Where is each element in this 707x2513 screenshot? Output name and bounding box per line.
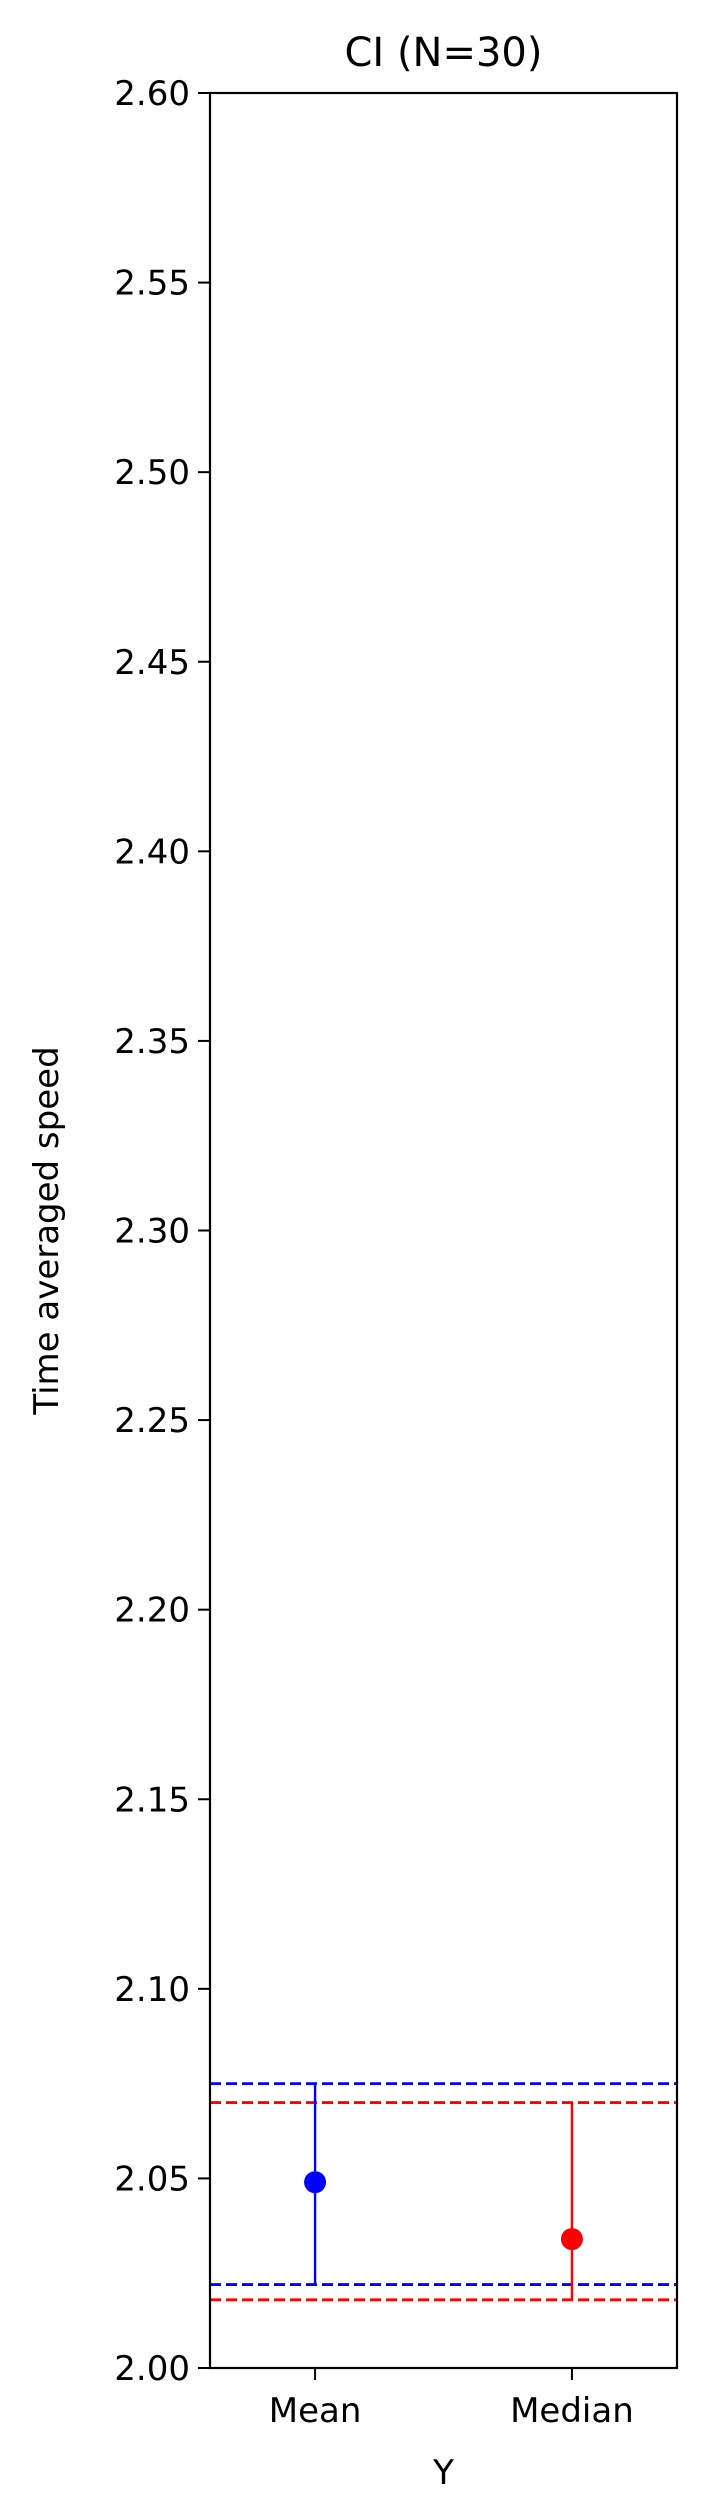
y-axis-label: Time averaged speed	[27, 1046, 67, 1415]
plot-frame	[208, 91, 679, 2370]
y-tick-label: 2.35	[114, 1022, 190, 1062]
x-tick-label: Median	[510, 2391, 634, 2431]
y-tick-label: 2.25	[114, 1401, 190, 1441]
y-tick-label: 2.10	[114, 1970, 190, 2010]
error-bar-point	[560, 2228, 583, 2251]
y-axis-ticks: 2.00 2.05 2.10 2.15 2.20 2.25 2.30 2.35 2.40 2.45…	[114, 74, 210, 2389]
x-axis-label: Y	[432, 2453, 454, 2493]
y-tick-label: 2.20	[114, 1591, 190, 1631]
chart-title: CI (N=30)	[345, 30, 543, 76]
y-tick-label: 2.05	[114, 2159, 190, 2199]
y-tick-label: 2.30	[114, 1212, 190, 1252]
y-tick-label: 2.40	[114, 832, 190, 872]
error-bar-point	[304, 2171, 327, 2194]
y-tick-label: 2.00	[114, 2349, 190, 2389]
y-tick-label: 2.45	[114, 643, 190, 683]
y-tick-label: 2.55	[114, 264, 190, 304]
y-tick-label: 2.50	[114, 453, 190, 493]
y-tick-label: 2.60	[114, 74, 190, 114]
x-axis-ticks: Mean Median	[269, 2368, 634, 2431]
x-tick-label: Mean	[269, 2391, 362, 2431]
error-bars	[304, 2083, 583, 2300]
y-tick-label: 2.15	[114, 1780, 190, 1820]
reference-lines	[210, 2082, 677, 2302]
